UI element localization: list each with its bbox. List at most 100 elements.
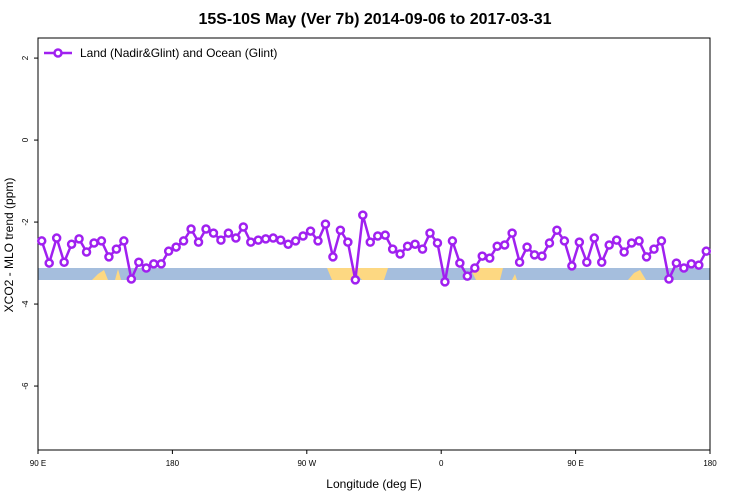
data-point — [559, 236, 570, 246]
data-point — [74, 234, 84, 244]
data-point — [679, 263, 689, 273]
data-point — [66, 239, 77, 249]
data-point — [343, 237, 353, 247]
data-point — [141, 263, 152, 273]
data-point — [380, 230, 390, 240]
data-point — [552, 225, 562, 236]
data-point — [649, 244, 659, 254]
data-point — [529, 250, 540, 260]
data-point — [641, 252, 652, 262]
data-point — [387, 244, 398, 254]
data-point — [395, 249, 405, 259]
data-point — [126, 274, 137, 284]
x-tick-label: 90 E — [30, 459, 46, 468]
data-point — [604, 240, 614, 250]
data-point — [432, 238, 443, 248]
data-point — [178, 236, 189, 246]
data-point — [89, 238, 99, 248]
data-point — [44, 258, 54, 268]
legend-marker — [53, 48, 63, 58]
data-point — [537, 251, 547, 261]
data-point — [656, 236, 667, 246]
data-point — [626, 238, 637, 248]
data-point — [567, 261, 577, 271]
data-point — [470, 263, 480, 273]
y-tick-label: -4 — [21, 300, 30, 308]
data-point — [298, 231, 308, 241]
data-point — [36, 236, 47, 246]
data-point — [350, 275, 361, 285]
data-point — [223, 228, 234, 238]
data-point — [51, 233, 62, 243]
data-point — [275, 235, 286, 245]
data-point — [514, 257, 525, 267]
data-point — [694, 260, 704, 270]
data-point — [216, 235, 226, 245]
data-point — [253, 235, 264, 245]
data-point — [417, 244, 428, 254]
data-point — [163, 246, 174, 256]
data-point — [522, 242, 532, 252]
data-point — [283, 239, 293, 249]
data-point — [365, 237, 376, 247]
y-tick-label: -2 — [21, 218, 30, 226]
y-axis-label: XCO2 - MLO trend (ppm) — [2, 178, 16, 313]
data-point — [402, 241, 413, 252]
chart-title: 15S-10S May (Ver 7b) 2014-09-06 to 2017-… — [198, 11, 551, 28]
data-point — [104, 252, 114, 262]
data-point — [134, 257, 144, 267]
data-point — [499, 240, 510, 250]
data-point — [619, 247, 629, 257]
data-point — [372, 231, 383, 241]
data-point — [484, 253, 495, 263]
y-tick-label: 2 — [21, 55, 30, 60]
data-point — [201, 224, 211, 234]
data-point — [358, 210, 368, 220]
data-point — [59, 257, 69, 267]
data-point — [156, 259, 166, 269]
data-point — [119, 236, 129, 246]
data-point — [96, 236, 107, 246]
data-point — [634, 236, 644, 246]
data-point — [507, 228, 517, 238]
data-point — [440, 277, 450, 287]
data-point — [81, 247, 92, 257]
data-point — [208, 228, 219, 238]
data-point — [462, 271, 473, 281]
data-point — [686, 259, 697, 269]
data-point — [447, 236, 458, 246]
data-point — [148, 259, 159, 269]
data-point — [290, 236, 301, 246]
data-point — [313, 236, 323, 246]
y-tick-label: -6 — [21, 382, 30, 390]
data-point — [186, 224, 196, 234]
data-point — [544, 238, 555, 248]
data-point — [664, 274, 674, 284]
x-tick-label: 90 W — [297, 459, 316, 468]
data-point — [410, 239, 420, 249]
data-point — [328, 252, 338, 262]
data-point — [171, 242, 181, 252]
data-point — [320, 219, 331, 229]
x-axis-label: Longitude (deg E) — [326, 477, 421, 491]
data-point — [335, 225, 346, 236]
data-point — [477, 251, 488, 261]
data-point — [305, 226, 316, 236]
data-point — [238, 222, 249, 232]
data-point — [193, 237, 204, 247]
data-point — [231, 233, 241, 243]
legend-label: Land (Nadir&Glint) and Ocean (Glint) — [80, 46, 277, 60]
data-point — [671, 258, 682, 268]
data-point — [268, 233, 278, 243]
x-tick-label: 180 — [166, 459, 180, 468]
data-point — [611, 235, 622, 245]
x-tick-label: 90 E — [567, 459, 583, 468]
data-point — [589, 233, 600, 243]
y-tick-label: 0 — [21, 137, 30, 142]
data-point — [425, 228, 435, 238]
data-point — [455, 258, 465, 268]
x-tick-label: 0 — [439, 459, 444, 468]
data-point — [582, 257, 592, 267]
data-point — [574, 237, 585, 247]
